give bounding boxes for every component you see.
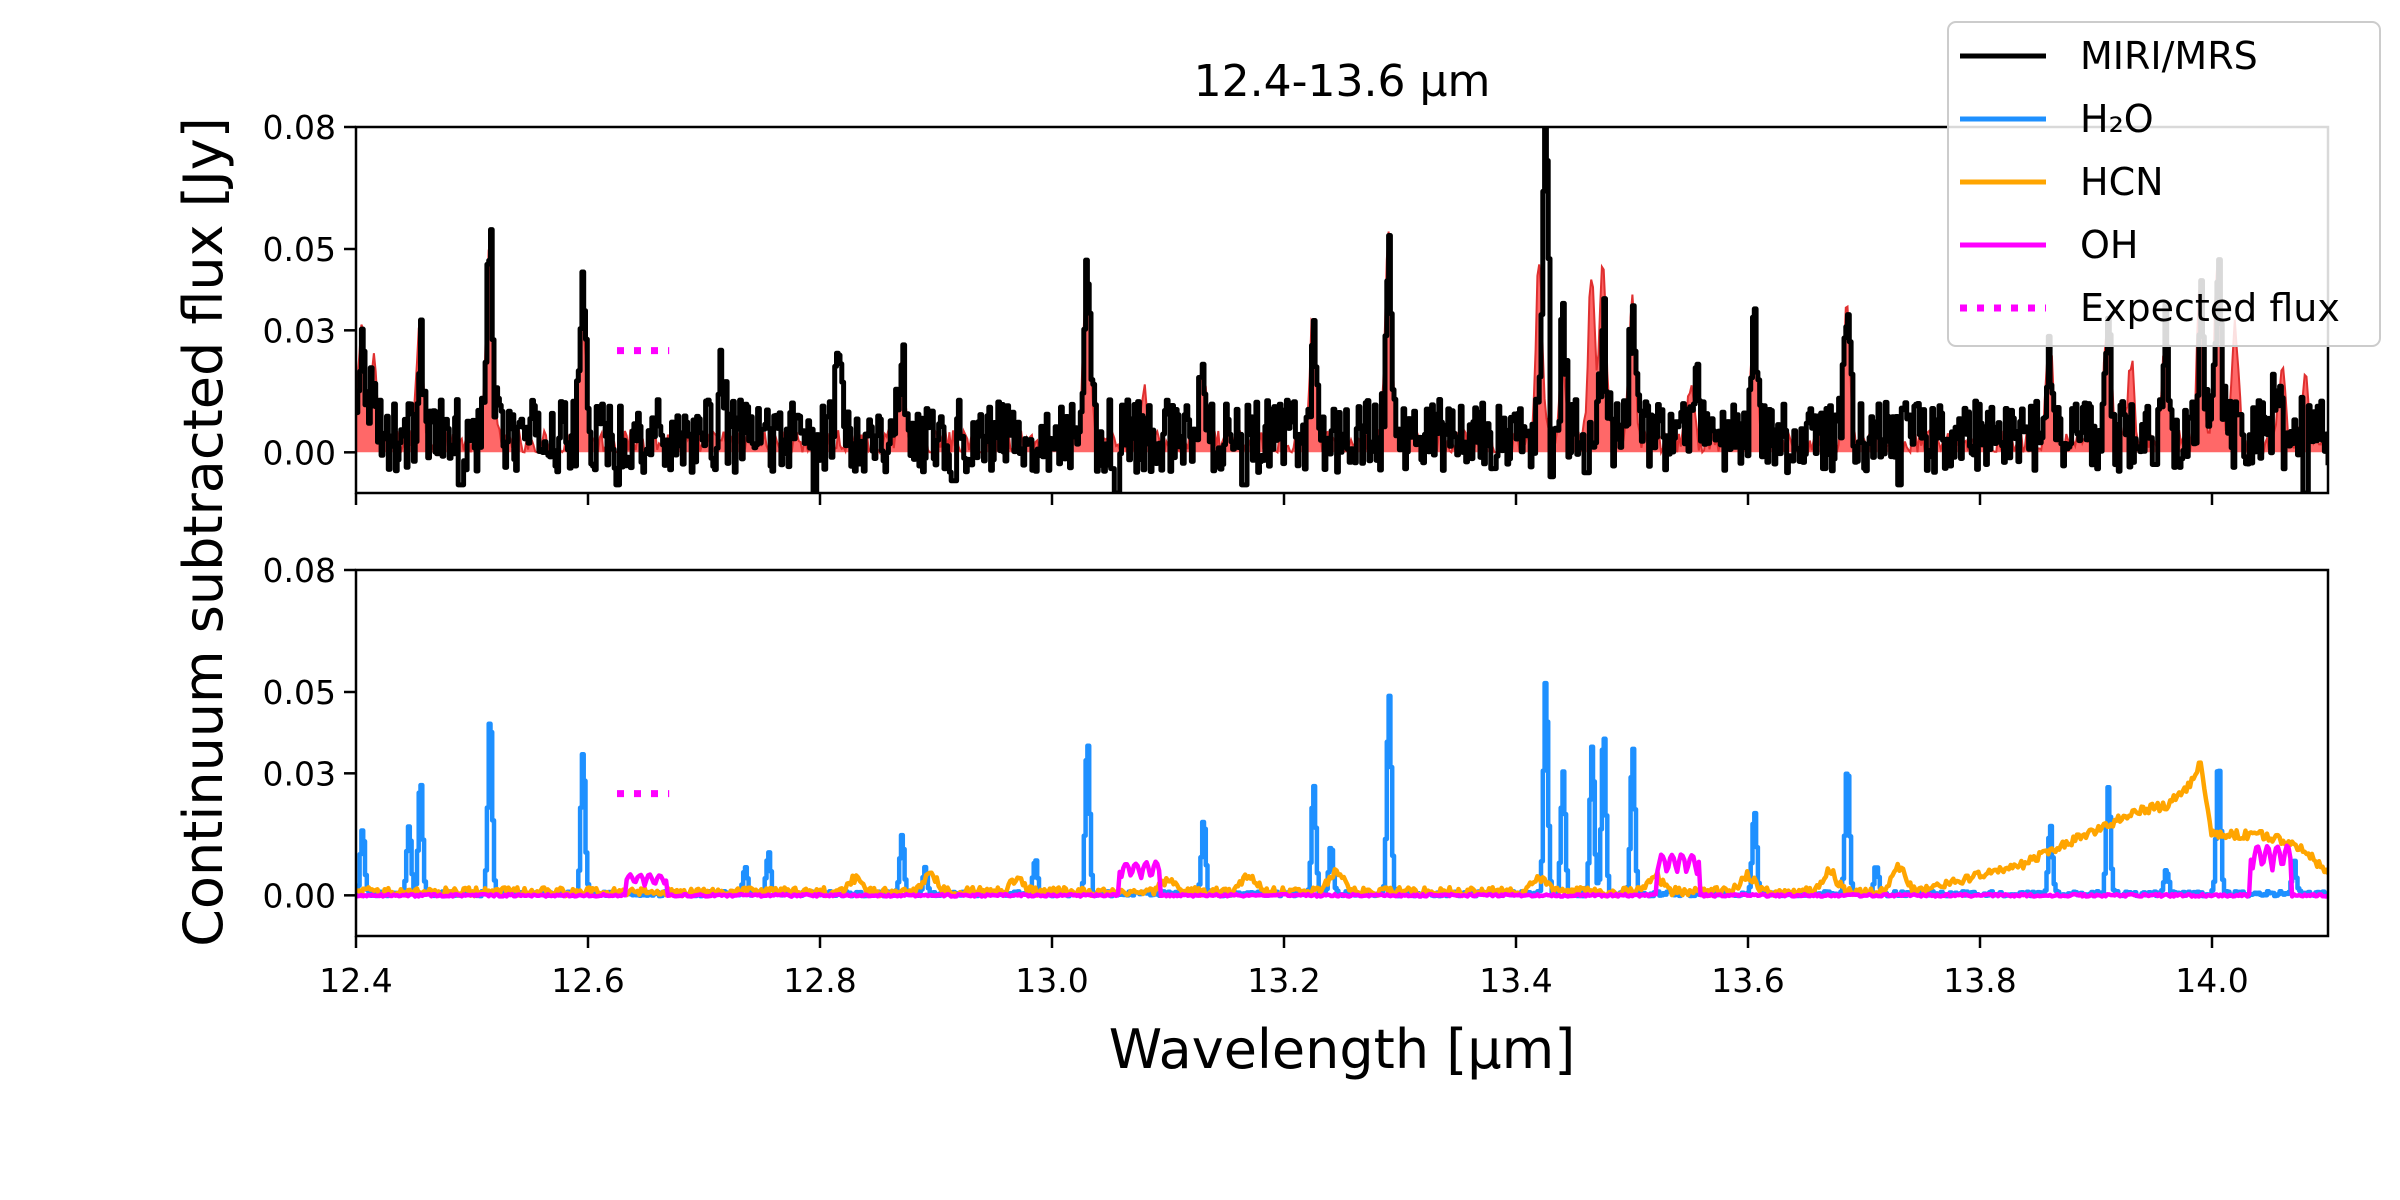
bottom-y-tick-label: 0.03 (263, 754, 336, 793)
legend-label-h-o: H₂O (2080, 97, 2154, 141)
top-panel: 0.00 0.03 0.05 0.08 (263, 108, 2330, 505)
legend-label-expected-flux: Expected flux (2080, 286, 2340, 330)
x-tick-label: 13.8 (1943, 961, 2016, 1000)
bottom-panel: 0.00 0.03 0.05 0.08 12.4 12.6 12.8 13.0 13.2 13.… (263, 551, 2330, 1000)
x-tick-label: 13.6 (1711, 961, 1784, 1000)
legend-box (1947, 21, 2381, 347)
top-y-tick-label: 0.05 (263, 230, 336, 269)
x-tick-label: 12.8 (783, 961, 856, 1000)
x-tick-label: 12.6 (551, 961, 624, 1000)
chart-title: 12.4-13.6 μm (1194, 56, 1491, 107)
bottom-panel-data (356, 680, 2328, 899)
bottom-series-hcn (356, 760, 2328, 899)
bottom-y-ticks: 0.00 0.03 0.05 0.08 (263, 551, 356, 915)
x-axis-label: Wavelength [μm] (1109, 1018, 1576, 1081)
x-tick-label: 13.2 (1247, 961, 1320, 1000)
x-tick-label: 12.4 (319, 961, 392, 1000)
top-y-tick-label: 0.08 (263, 108, 336, 147)
legend-label-miri-mrs: MIRI/MRS (2080, 34, 2258, 78)
bottom-y-tick-label: 0.00 (263, 876, 336, 915)
top-x-ticks (354, 493, 2214, 505)
top-panel-data (356, 127, 2328, 493)
top-y-tick-label: 0.00 (263, 433, 336, 472)
bottom-panel-frame (354, 568, 2330, 938)
x-tick-label: 13.4 (1479, 961, 1552, 1000)
y-axis-label: Continuum subtracted flux [Jy] (172, 117, 235, 947)
bottom-y-tick-label: 0.08 (263, 551, 336, 590)
legend: MIRI/MRS H₂O HCN OH Expected flux (1947, 21, 2381, 347)
bottom-series-oh (356, 843, 2328, 899)
legend-label-hcn: HCN (2080, 160, 2164, 204)
bottom-x-ticks: 12.4 12.6 12.8 13.0 13.2 13.4 13.6 13.8 14.0 (319, 936, 2249, 1000)
top-y-ticks: 0.00 0.03 0.05 0.08 (263, 108, 356, 472)
bottom-series-h-o (356, 680, 2328, 899)
x-tick-label: 13.0 (1015, 961, 1088, 1000)
bottom-y-tick-label: 0.05 (263, 673, 336, 712)
top-series-miri-mrs (356, 127, 2328, 493)
legend-label-oh: OH (2080, 223, 2138, 267)
top-y-tick-label: 0.03 (263, 311, 336, 350)
x-tick-label: 14.0 (2175, 961, 2248, 1000)
